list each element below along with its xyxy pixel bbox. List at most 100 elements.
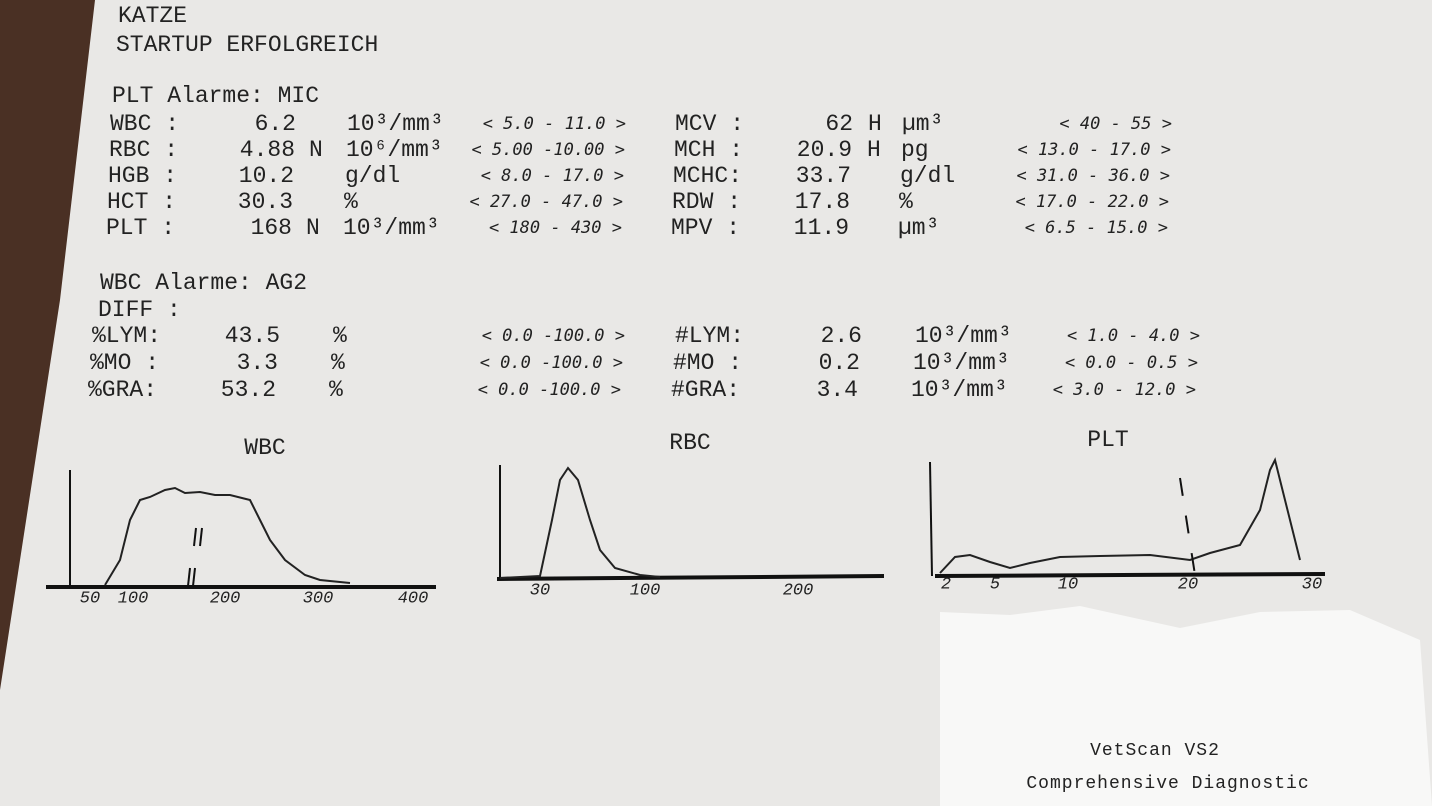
field-value: 33.7 xyxy=(796,163,851,189)
field-unit: % xyxy=(344,189,358,215)
device-name: VetScan VS2 xyxy=(1090,741,1220,761)
field-unit: % xyxy=(899,189,913,215)
field-unit: 10³/mm³ xyxy=(911,377,1008,403)
field-unit: 10⁶/mm³ xyxy=(346,137,443,163)
field-name: #LYM: xyxy=(675,323,744,349)
field-range: < 0.0 -100.0 > xyxy=(478,380,621,400)
field-unit: g/dl xyxy=(900,163,955,189)
field-flag: H xyxy=(867,137,881,163)
field-range: < 31.0 - 36.0 > xyxy=(1016,166,1170,186)
field-range: < 0.0 -100.0 > xyxy=(482,326,625,346)
field-range: < 180 - 430 > xyxy=(489,218,622,238)
field-name: MCH : xyxy=(674,137,743,163)
histogram-curve xyxy=(939,457,1301,574)
field-range: < 5.00 -10.00 > xyxy=(471,140,625,160)
field-value: 43.5 xyxy=(225,323,280,349)
field-value: 30.3 xyxy=(238,189,293,215)
tick-label: 400 xyxy=(398,589,429,608)
histogram-title: PLT xyxy=(1087,427,1128,453)
field-unit: 10³/mm³ xyxy=(343,215,440,241)
field-value: 6.2 xyxy=(255,111,296,137)
field-name: %GRA: xyxy=(88,377,157,403)
field-range: < 13.0 - 17.0 > xyxy=(1017,140,1171,160)
field-range: < 17.0 - 22.0 > xyxy=(1015,192,1169,212)
field-value: 168 xyxy=(251,215,292,241)
field-range: < 8.0 - 17.0 > xyxy=(481,166,624,186)
tick-label: 5 xyxy=(990,575,1000,594)
field-unit: % xyxy=(329,377,343,403)
alarm: WBC Alarme: AG2 xyxy=(100,270,307,296)
field-value: 10.2 xyxy=(239,163,294,189)
field-value: 0.2 xyxy=(819,350,860,376)
field-name: %LYM: xyxy=(92,323,161,349)
tick-label: 50 xyxy=(80,589,100,608)
footer-label xyxy=(940,606,1432,806)
field-name: MCV : xyxy=(675,111,744,137)
field-value: 11.9 xyxy=(794,215,849,241)
status: STARTUP ERFOLGREICH xyxy=(116,32,378,58)
marker xyxy=(199,527,203,547)
field-flag: N xyxy=(309,137,323,163)
field-unit: µm³ xyxy=(898,215,939,241)
field-value: 3.4 xyxy=(817,377,858,403)
field-flag: H xyxy=(868,111,882,137)
field-range: < 40 - 55 > xyxy=(1059,114,1172,134)
marker xyxy=(187,567,191,587)
field-name: PLT : xyxy=(106,215,175,241)
field-name: %MO : xyxy=(90,350,159,376)
species: KATZE xyxy=(118,3,187,29)
field-value: 62 xyxy=(825,111,853,137)
field-value: 20.9 xyxy=(797,137,852,163)
field-name: HCT : xyxy=(107,189,176,215)
axis xyxy=(496,574,885,581)
field-name: RDW : xyxy=(672,189,741,215)
field-flag: N xyxy=(306,215,320,241)
histogram-title: WBC xyxy=(244,435,285,461)
field-name: RBC : xyxy=(109,137,178,163)
field-name: MCHC: xyxy=(673,163,742,189)
histogram-title: RBC xyxy=(669,430,710,456)
field-unit: µm³ xyxy=(902,111,943,137)
axis xyxy=(929,461,933,577)
tick-label: 100 xyxy=(630,581,661,600)
field-range: < 3.0 - 12.0 > xyxy=(1053,380,1196,400)
tick-label: 200 xyxy=(783,581,814,600)
field-value: 4.88 xyxy=(240,137,295,163)
field-range: < 0.0 -100.0 > xyxy=(480,353,623,373)
field-range: < 0.0 - 0.5 > xyxy=(1065,353,1198,373)
field-unit: % xyxy=(331,350,345,376)
field-unit: 10³/mm³ xyxy=(913,350,1010,376)
field-value: 53.2 xyxy=(221,377,276,403)
field-name: WBC : xyxy=(110,111,179,137)
threshold xyxy=(1179,477,1196,576)
field-range: < 1.0 - 4.0 > xyxy=(1067,326,1200,346)
field-unit: 10³/mm³ xyxy=(915,323,1012,349)
field-range: < 6.5 - 15.0 > xyxy=(1025,218,1168,238)
field-value: 3.3 xyxy=(237,350,278,376)
field-unit: pg xyxy=(901,137,929,163)
field-range: < 5.0 - 11.0 > xyxy=(483,114,626,134)
histogram-curve xyxy=(104,486,351,586)
field-name: #MO : xyxy=(673,350,742,376)
diff-label: DIFF : xyxy=(98,297,181,323)
field-unit: 10³/mm³ xyxy=(347,111,444,137)
field-unit: % xyxy=(333,323,347,349)
field-name: MPV : xyxy=(671,215,740,241)
tick-label: 30 xyxy=(1302,575,1322,594)
histogram-curve xyxy=(499,466,661,579)
tick-label: 2 xyxy=(941,575,951,594)
marker xyxy=(192,567,196,587)
marker xyxy=(193,527,197,547)
tick-label: 10 xyxy=(1058,575,1078,594)
tick-label: 20 xyxy=(1178,575,1198,594)
field-value: 17.8 xyxy=(795,189,850,215)
tick-label: 200 xyxy=(210,589,241,608)
device-subtitle: Comprehensive Diagnostic xyxy=(1026,774,1309,794)
alarm: PLT Alarme: MIC xyxy=(112,83,319,109)
field-name: HGB : xyxy=(108,163,177,189)
tick-label: 300 xyxy=(303,589,334,608)
field-range: < 27.0 - 47.0 > xyxy=(469,192,623,212)
field-name: #GRA: xyxy=(671,377,740,403)
